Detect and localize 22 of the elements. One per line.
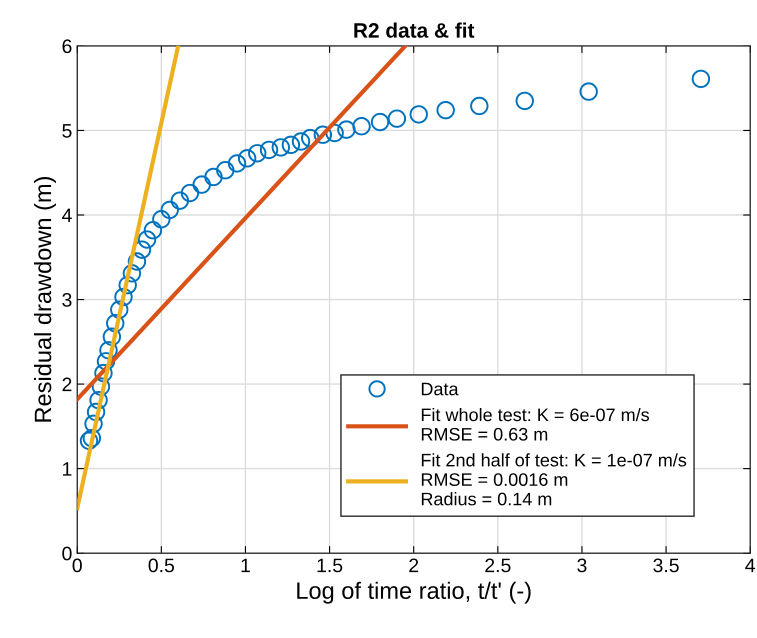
x-tick-label: 1: [242, 558, 250, 572]
y-tick-label: 2: [62, 378, 72, 392]
x-tick-label: 1.5: [318, 558, 342, 572]
legend-label: Fit whole test: K = 6e-07 m/s RMSE = 0.63 m: [422, 408, 650, 441]
x-tick-label: 3.5: [653, 558, 679, 572]
x-tick-label: 0.5: [148, 558, 174, 572]
x-tick-label: 2: [409, 558, 418, 572]
x-axis-title: Log of time ratio, t/t' (-): [297, 582, 531, 604]
y-tick-label: 0: [62, 546, 72, 560]
y-tick-label: 5: [62, 124, 72, 138]
legend-label: Fit 2nd half of test: K = 1e-07 m/s RMSE = 0.0016 m Radius = 0.14 m: [422, 453, 686, 506]
x-tick-label: 2.5: [485, 558, 511, 572]
y-tick-label: 4: [62, 208, 72, 222]
y-axis-title: Residual drawdown (m): [34, 176, 56, 422]
chart-title: R2 data & fit: [354, 22, 474, 38]
y-tick-label: 3: [62, 293, 72, 307]
x-tick-label: 4: [745, 558, 756, 572]
y-tick-label: 6: [62, 39, 72, 54]
x-tick-label: 0: [72, 558, 82, 572]
x-tick-label: 3: [577, 558, 586, 572]
y-tick-label: 1: [63, 462, 72, 476]
legend-label: Data: [422, 382, 459, 396]
